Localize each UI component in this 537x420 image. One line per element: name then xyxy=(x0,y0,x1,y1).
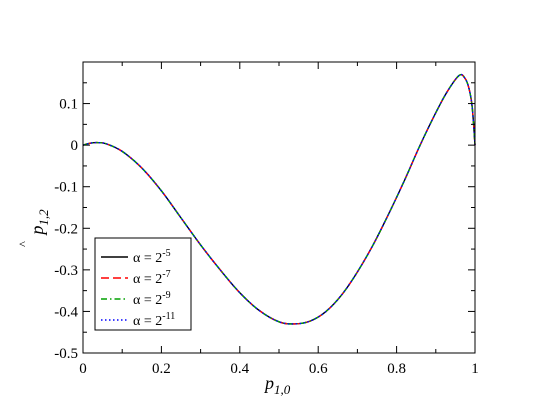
y-axis-label-main: p xyxy=(27,226,47,237)
y-axis-label-sub: 1,2 xyxy=(36,209,51,226)
x-axis-label-sub: 1,0 xyxy=(274,382,291,397)
legend-label-base: α = 2 xyxy=(133,293,162,308)
y-axis-label-hat: ^ xyxy=(16,241,30,247)
legend-label-3: α = 2-9 xyxy=(133,290,171,308)
legend-label-1: α = 2-5 xyxy=(133,248,171,266)
x-tick-label: 0 xyxy=(79,361,87,377)
legend-label-4: α = 2-11 xyxy=(133,311,175,329)
legend-label-base: α = 2 xyxy=(133,272,162,287)
legend-label-exponent: -9 xyxy=(162,290,170,301)
y-tick-label: -0.2 xyxy=(54,221,78,237)
y-tick-label: -0.1 xyxy=(54,180,78,196)
legend-box xyxy=(94,237,192,331)
y-tick-label: -0.4 xyxy=(54,304,78,320)
x-tick-label: 0.4 xyxy=(230,361,249,377)
legend-label-exponent: -5 xyxy=(162,248,170,259)
y-axis-label: p1,2 ^ xyxy=(16,209,51,247)
x-tick-label: 0.2 xyxy=(152,361,171,377)
legend-label-base: α = 2 xyxy=(133,314,162,329)
legend-items: α = 2-5α = 2-7α = 2-9α = 2-11 xyxy=(101,248,175,329)
y-tick-label: -0.3 xyxy=(54,263,78,279)
plot-frame xyxy=(82,61,476,354)
x-tick-label: 0.6 xyxy=(309,361,328,377)
legend-label-base: α = 2 xyxy=(133,251,162,266)
x-axis-label-main: p xyxy=(263,373,274,393)
x-tick-label: 1 xyxy=(471,361,479,377)
legend-label-2: α = 2-7 xyxy=(133,269,171,287)
y-tick-label: 0.1 xyxy=(59,97,78,113)
x-tick-label: 0.8 xyxy=(387,361,406,377)
legend: α = 2-5α = 2-7α = 2-9α = 2-11 xyxy=(94,237,192,331)
series-line-4 xyxy=(82,73,476,325)
legend-label-exponent: -11 xyxy=(162,311,175,322)
x-axis-label: p1,0 xyxy=(263,373,291,397)
y-tick-label: -0.5 xyxy=(54,346,78,362)
y-axis-label-text: p1,2 xyxy=(27,209,51,237)
y-tick-label: 0 xyxy=(71,138,79,154)
legend-label-exponent: -7 xyxy=(162,269,170,280)
series-layer xyxy=(82,73,476,325)
tick-layer: 0 0.2 0.4 0.6 0.8 1 -0.5 -0.4 -0.3 -0.2 -0.1 0 0.1 xyxy=(54,62,479,377)
